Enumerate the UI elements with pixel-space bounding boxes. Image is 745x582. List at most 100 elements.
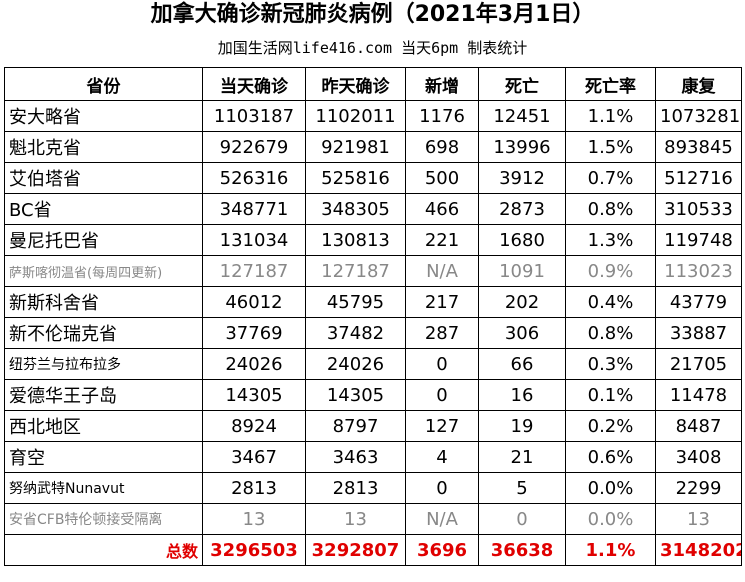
value-cell: 1103187 — [202, 100, 306, 132]
column-header: 康复 — [655, 67, 742, 101]
value-cell: 348305 — [305, 193, 406, 225]
value-cell: 8487 — [655, 410, 742, 442]
total-cell: 3696 — [405, 534, 479, 566]
value-cell: 221 — [405, 224, 479, 256]
value-cell: 698 — [405, 131, 479, 163]
table-row: 新不伦瑞克省 37769 37482 287 306 0.8% 33887 — [4, 317, 742, 349]
value-cell: 2873 — [478, 193, 566, 225]
value-cell: 3467 — [202, 441, 306, 473]
table-row: 育空 3467 3463 4 21 0.6% 3408 — [4, 441, 742, 473]
value-cell: 66 — [478, 348, 566, 380]
value-cell: 1.1% — [565, 100, 656, 132]
province-cell: 努纳武特Nunavut — [4, 472, 203, 504]
value-cell: 466 — [405, 193, 479, 225]
value-cell: 24026 — [202, 348, 306, 380]
value-cell: 13 — [655, 503, 742, 535]
province-cell: BC省 — [4, 193, 203, 225]
value-cell: 3912 — [478, 162, 566, 194]
table-row: 安省CFB特伦顿接受隔离 13 13 N/A 0 0.0% 13 — [4, 503, 742, 535]
value-cell: 19 — [478, 410, 566, 442]
table-row: 安大略省 1103187 1102011 1176 12451 1.1% 1073281 — [4, 100, 742, 132]
province-cell: 纽芬兰与拉布拉多 — [4, 348, 203, 380]
value-cell: 0.8% — [565, 317, 656, 349]
value-cell: 0.3% — [565, 348, 656, 380]
value-cell: 46012 — [202, 286, 306, 318]
value-cell: 11478 — [655, 379, 742, 411]
value-cell: 0.6% — [565, 441, 656, 473]
value-cell: 45795 — [305, 286, 406, 318]
value-cell: 1102011 — [305, 100, 406, 132]
value-cell: 131034 — [202, 224, 306, 256]
value-cell: 306 — [478, 317, 566, 349]
table-row: 西北地区 8924 8797 127 19 0.2% 8487 — [4, 410, 742, 442]
province-cell: 西北地区 — [4, 410, 203, 442]
value-cell: 287 — [405, 317, 479, 349]
value-cell: 0.9% — [565, 255, 656, 287]
table-row: 曼尼托巴省 131034 130813 221 1680 1.3% 119748 — [4, 224, 742, 256]
province-cell: 艾伯塔省 — [4, 162, 203, 194]
province-cell: 曼尼托巴省 — [4, 224, 203, 256]
value-cell: 2299 — [655, 472, 742, 504]
value-cell: 113023 — [655, 255, 742, 287]
value-cell: 13 — [202, 503, 306, 535]
value-cell: 0.8% — [565, 193, 656, 225]
table-row: 萨斯喀彻温省(每周四更新) 127187 127187 N/A 1091 0.9% 1130… — [4, 255, 742, 287]
value-cell: 0.2% — [565, 410, 656, 442]
value-cell: 2813 — [202, 472, 306, 504]
total-cell: 3296503 — [202, 534, 306, 566]
value-cell: 1091 — [478, 255, 566, 287]
value-cell: 14305 — [202, 379, 306, 411]
province-cell: 魁北克省 — [4, 131, 203, 163]
table-row: BC省 348771 348305 466 2873 0.8% 310533 — [4, 193, 742, 225]
value-cell: 1.3% — [565, 224, 656, 256]
value-cell: 922679 — [202, 131, 306, 163]
column-header: 死亡率 — [565, 67, 656, 101]
value-cell: 1073281 — [655, 100, 742, 132]
value-cell: 0.4% — [565, 286, 656, 318]
table-row: 魁北克省 922679 921981 698 13996 1.5% 893845 — [4, 131, 742, 163]
table-row: 努纳武特Nunavut 2813 2813 0 5 0.0% 2299 — [4, 472, 742, 504]
total-cell: 3292807 — [305, 534, 406, 566]
value-cell: 3408 — [655, 441, 742, 473]
province-cell: 育空 — [4, 441, 203, 473]
column-header: 新增 — [405, 67, 479, 101]
value-cell: 127187 — [202, 255, 306, 287]
value-cell: 0.0% — [565, 472, 656, 504]
value-cell: 310533 — [655, 193, 742, 225]
value-cell: 0 — [405, 472, 479, 504]
value-cell: 14305 — [305, 379, 406, 411]
value-cell: 37482 — [305, 317, 406, 349]
value-cell: 127 — [405, 410, 479, 442]
value-cell: 127187 — [305, 255, 406, 287]
value-cell: 217 — [405, 286, 479, 318]
table-row: 新斯科舍省 46012 45795 217 202 0.4% 43779 — [4, 286, 742, 318]
value-cell: 2813 — [305, 472, 406, 504]
value-cell: 16 — [478, 379, 566, 411]
total-cell: 36638 — [478, 534, 566, 566]
table-row: 爱德华王子岛 14305 14305 0 16 0.1% 11478 — [4, 379, 742, 411]
value-cell: 8797 — [305, 410, 406, 442]
value-cell: 525816 — [305, 162, 406, 194]
column-header: 昨天确诊 — [305, 67, 406, 101]
province-cell: 爱德华王子岛 — [4, 379, 203, 411]
value-cell: 0.0% — [565, 503, 656, 535]
province-cell: 萨斯喀彻温省(每周四更新) — [4, 255, 203, 287]
value-cell: 1680 — [478, 224, 566, 256]
value-cell: 24026 — [305, 348, 406, 380]
subtitle: 加国生活网life416.com 当天6pm 制表统计 — [217, 39, 528, 57]
table-row: 艾伯塔省 526316 525816 500 3912 0.7% 512716 — [4, 162, 742, 194]
value-cell: N/A — [405, 255, 479, 287]
total-label: 总数 — [4, 534, 203, 566]
value-cell: 202 — [478, 286, 566, 318]
value-cell: 1.5% — [565, 131, 656, 163]
value-cell: 43779 — [655, 286, 742, 318]
value-cell: 1176 — [405, 100, 479, 132]
province-cell: 安省CFB特伦顿接受隔离 — [4, 503, 203, 535]
value-cell: 21 — [478, 441, 566, 473]
total-row: 总数 3296503 3292807 3696 36638 1.1% 3148202 — [4, 534, 742, 566]
table-row: 纽芬兰与拉布拉多 24026 24026 0 66 0.3% 21705 — [4, 348, 742, 380]
column-header: 当天确诊 — [202, 67, 306, 101]
cases-table: 省份 当天确诊 昨天确诊 新增 死亡 死亡率 康复 安大略省 1103187 1102011 11… — [4, 67, 742, 566]
province-cell: 安大略省 — [4, 100, 203, 132]
